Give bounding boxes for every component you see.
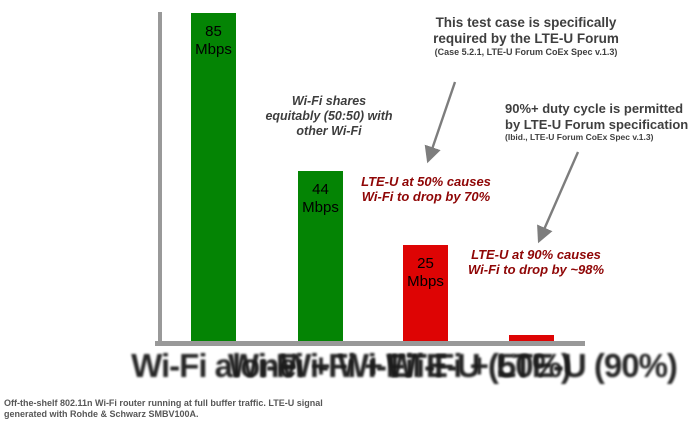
x-axis-line <box>155 341 585 346</box>
arrow-icon-dutycycle <box>537 151 580 244</box>
annotation-line: LTE-U at 50% causes <box>361 174 491 189</box>
annotation-line: This test case is specifically <box>435 15 617 30</box>
bar <box>509 335 554 341</box>
x-axis-label: Wi-Fi + LTE-U (90%) <box>386 347 678 384</box>
y-axis-line <box>158 12 162 343</box>
footnote-caption: Off-the-shelf 802.11n Wi-Fi router runni… <box>4 398 364 420</box>
annotation-test-case: This test case is specifically required … <box>420 15 632 58</box>
annotation-citation: (Ibid., LTE-U Forum CoEx Spec v.1.3) <box>505 132 654 142</box>
bar-value-label: 44 Mbps <box>302 181 339 216</box>
bar: 25 Mbps <box>403 245 448 341</box>
footnote-line: Off-the-shelf 802.11n Wi-Fi router runni… <box>4 398 323 408</box>
annotation-line: equitably (50:50) with <box>265 109 393 123</box>
annotation-line: required by the LTE-U Forum <box>433 31 619 46</box>
x-axis-label: Wi-Fi + LTE-U (50%) <box>280 347 572 384</box>
annotation-line: other Wi-Fi <box>296 124 362 138</box>
bar-value-label: 85 Mbps <box>195 23 232 58</box>
annotation-drop-50: LTE-U at 50% causes Wi-Fi to drop by 70% <box>350 174 502 204</box>
annotation-citation: (Case 5.2.1, LTE-U Forum CoEx Spec v.1.3… <box>434 47 618 57</box>
annotation-drop-90: LTE-U at 90% causes Wi-Fi to drop by ~98… <box>455 247 617 277</box>
annotation-line: 90%+ duty cycle is permitted <box>505 101 684 116</box>
x-axis-label: Wi-Fi alone <box>131 347 297 384</box>
annotation-line: LTE-U at 90% causes <box>471 247 601 262</box>
footnote-line: generated with Rohde & Schwarz SMBV100A. <box>4 409 199 419</box>
annotation-duty-cycle: 90%+ duty cycle is permitted by LTE-U Fo… <box>505 101 696 143</box>
bar-value-label: 25 Mbps <box>407 255 444 290</box>
bar: 44 Mbps <box>298 171 343 341</box>
x-axis-label: Wi-Fi + Wi-Fi <box>227 347 414 384</box>
annotation-wifi-shares: Wi-Fi shares equitably (50:50) with othe… <box>250 94 408 139</box>
annotation-line: Wi-Fi shares <box>291 94 367 108</box>
annotation-line: by LTE-U Forum specification <box>505 116 689 132</box>
annotation-line: Wi-Fi to drop by 70% <box>361 188 491 204</box>
arrow-icon-testcase <box>424 81 457 164</box>
bar: 85 Mbps <box>191 13 236 341</box>
annotation-line: Wi-Fi to drop by ~98% <box>467 261 605 277</box>
